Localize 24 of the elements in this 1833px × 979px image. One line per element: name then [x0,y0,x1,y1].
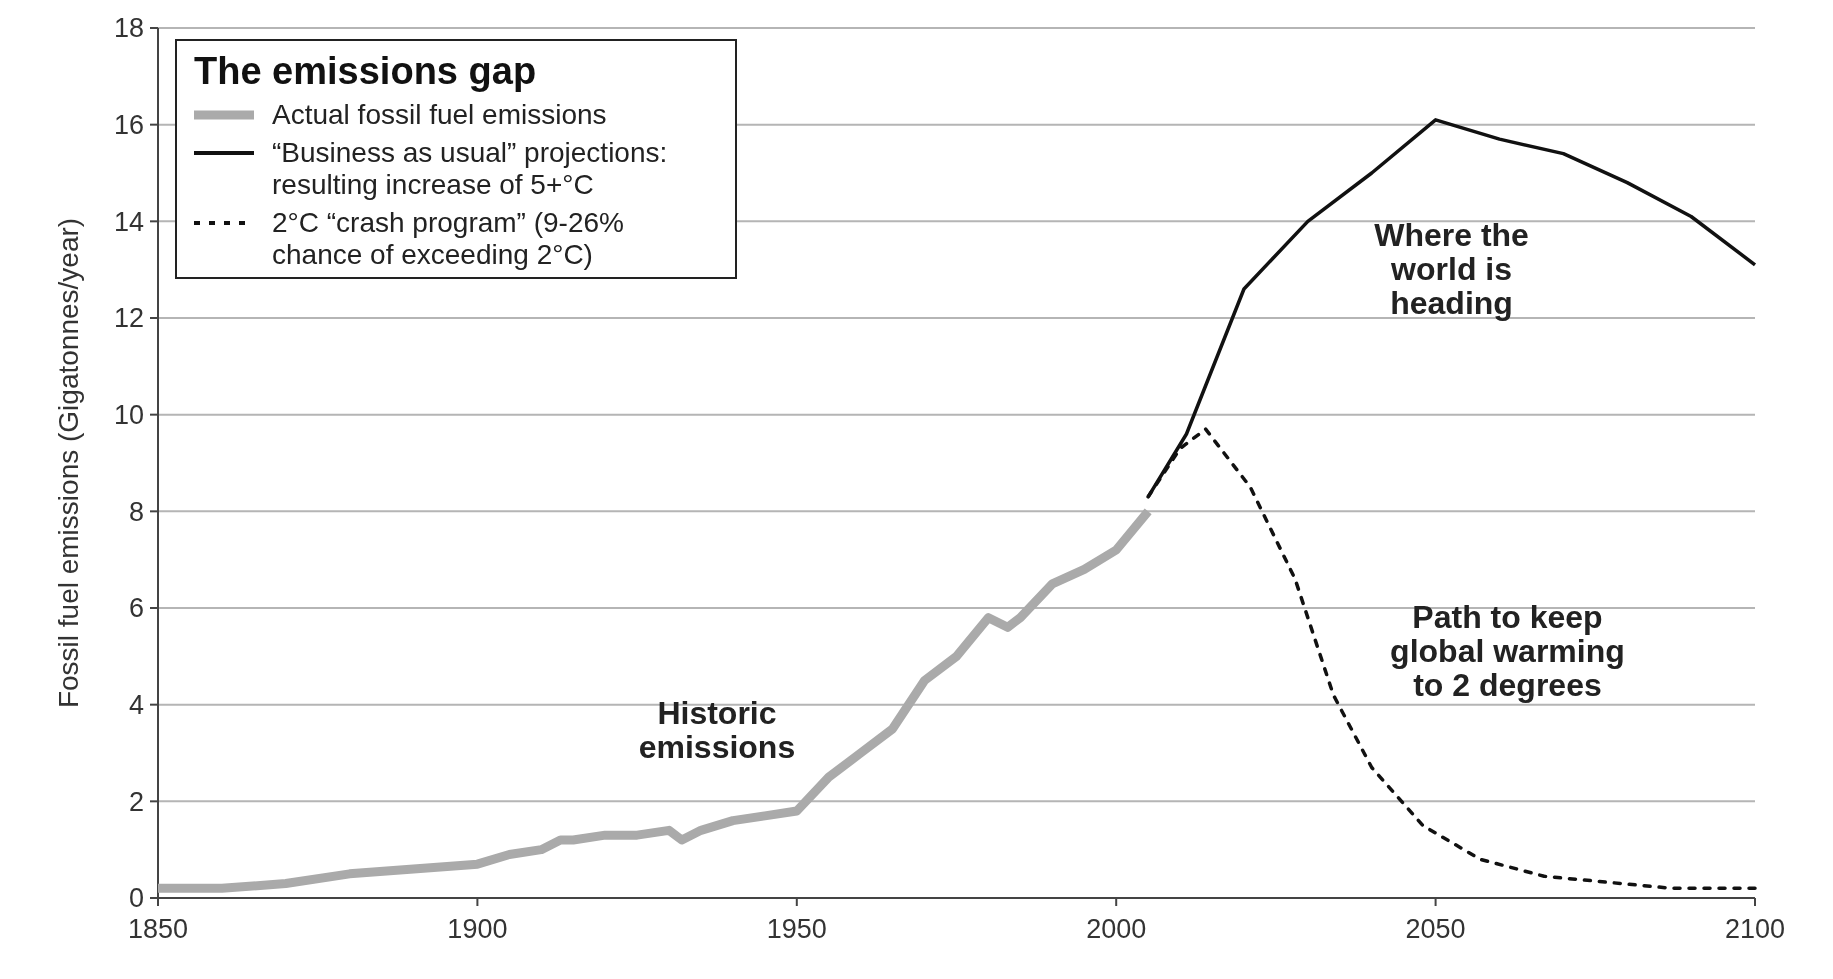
x-tick-label: 2000 [1086,914,1147,944]
x-tick-label: 1850 [127,914,189,944]
y-tick-label: 2 [128,786,144,817]
x-tick-label: 2050 [1405,914,1466,944]
y-tick-label: 10 [113,400,144,431]
y-tick-label: 16 [113,110,144,141]
y-tick-label: 12 [113,303,144,334]
annotation: Path to keep global warming to 2 degrees [1390,599,1625,704]
legend-label: 2°C “crash program” (9-26% chance of exceeding 2°C) [272,207,624,270]
y-tick-label: 8 [128,496,144,527]
annotation: Where the world is heading [1374,216,1529,321]
x-tick-label: 1950 [766,914,827,944]
x-tick-label: 2100 [1724,914,1786,944]
annotation: Historic emissions [638,695,796,765]
y-tick-label: 18 [113,13,144,44]
x-tick-label: 1900 [447,914,508,944]
y-tick-label: 0 [128,883,144,914]
legend-title: The emissions gap [194,50,537,92]
y-tick-label: 14 [113,206,144,237]
y-axis-title: Fossil fuel emissions (Gigatonnes/year) [53,217,84,709]
legend-label: Actual fossil fuel emissions [272,99,607,130]
y-tick-label: 6 [128,593,144,624]
legend-label: “Business as usual” projections: resulting increase of 5+°C [272,137,668,200]
y-tick-label: 4 [128,690,144,721]
